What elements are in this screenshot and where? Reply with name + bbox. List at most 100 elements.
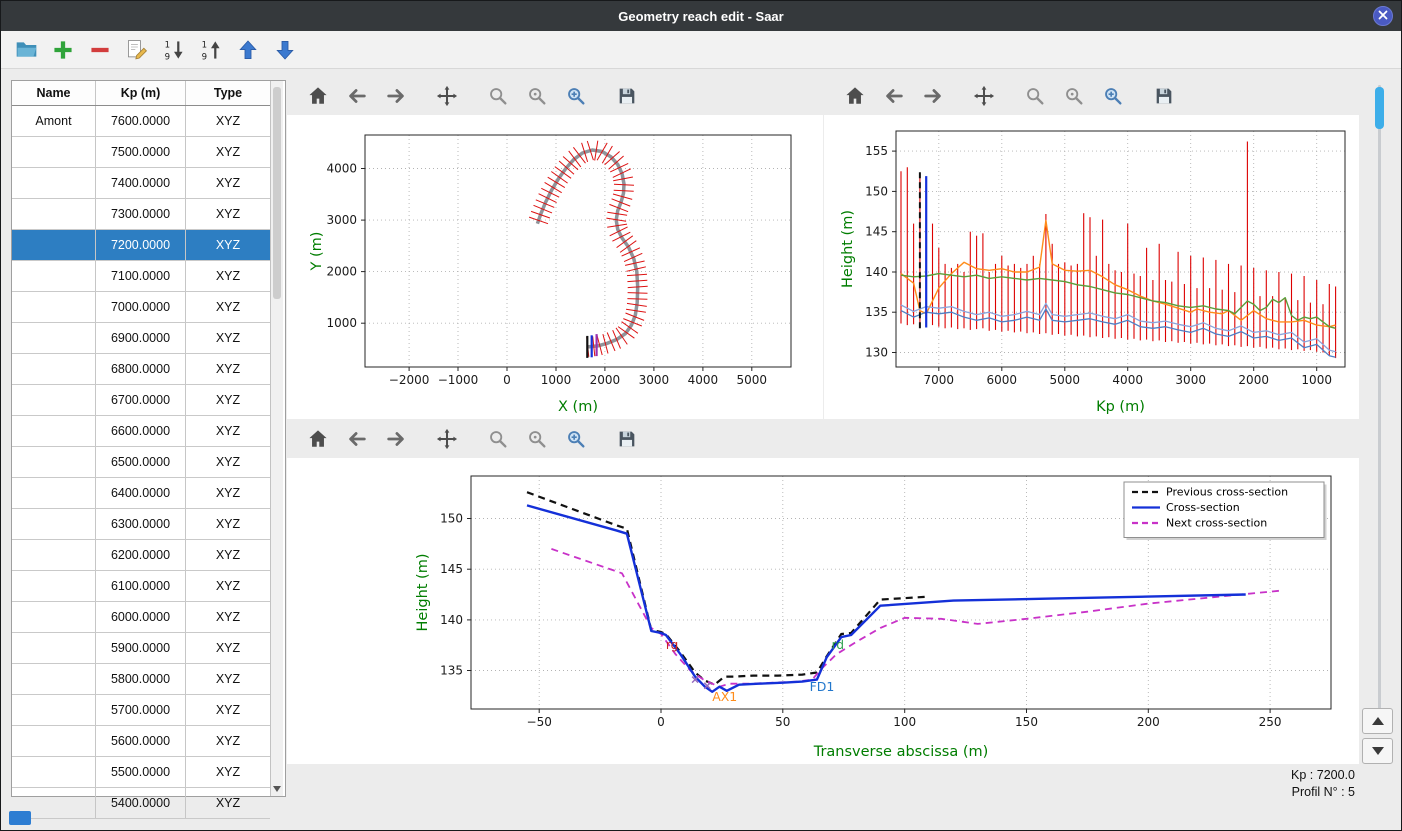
move-down-button[interactable] [270, 35, 300, 65]
table-row[interactable]: 6400.0000 XYZ [12, 478, 270, 509]
profile-forward-button[interactable] [918, 83, 948, 111]
cell-name[interactable] [12, 757, 96, 787]
plan-forward-button[interactable] [381, 83, 411, 111]
profile-zoom-rect-button[interactable] [1098, 83, 1128, 111]
cell-kp[interactable]: 6700.0000 [96, 385, 186, 415]
add-button[interactable] [48, 35, 78, 65]
header-name[interactable]: Name [12, 81, 96, 105]
cell-type[interactable]: XYZ [215, 486, 241, 500]
table-row[interactable]: 5700.0000 XYZ [12, 695, 270, 726]
table-row[interactable]: 6800.0000 XYZ [12, 354, 270, 385]
edit-button[interactable] [122, 35, 152, 65]
cell-type[interactable]: XYZ [215, 610, 241, 624]
table-row[interactable]: 5400.0000 XYZ [12, 788, 270, 819]
cell-name[interactable] [12, 292, 96, 322]
cell-kp[interactable]: 7600.0000 [96, 106, 186, 136]
table-row[interactable]: 7500.0000 XYZ [12, 137, 270, 168]
cell-name[interactable] [12, 571, 96, 601]
cell-type[interactable]: XYZ [215, 207, 241, 221]
cell-name[interactable] [12, 788, 96, 818]
cell-type[interactable]: XYZ [215, 641, 241, 655]
table-row[interactable]: 7100.0000 XYZ [12, 261, 270, 292]
table-scrollbar-down-button[interactable] [271, 782, 283, 796]
table-scrollbar-thumb[interactable] [273, 87, 281, 299]
cell-kp[interactable]: 5600.0000 [96, 726, 186, 756]
profile-home-button[interactable] [840, 83, 870, 111]
cell-kp[interactable]: 5900.0000 [96, 633, 186, 663]
cell-type[interactable]: XYZ [215, 703, 241, 717]
table-row[interactable]: 6200.0000 XYZ [12, 540, 270, 571]
cell-kp[interactable]: 6100.0000 [96, 571, 186, 601]
cell-type[interactable]: XYZ [215, 734, 241, 748]
cell-name[interactable] [12, 323, 96, 353]
cell-name[interactable] [12, 695, 96, 725]
profile-zoom-button[interactable] [1020, 83, 1050, 111]
cell-kp[interactable]: 6500.0000 [96, 447, 186, 477]
right-vertical-scrollbar[interactable] [1375, 85, 1384, 711]
cross-pan-button[interactable] [432, 426, 462, 454]
cell-kp[interactable]: 6200.0000 [96, 540, 186, 570]
cell-kp[interactable]: 6300.0000 [96, 509, 186, 539]
profile-save-button[interactable] [1149, 83, 1179, 111]
cell-name[interactable] [12, 478, 96, 508]
cell-type[interactable]: XYZ [215, 362, 241, 376]
move-up-button[interactable] [233, 35, 263, 65]
cell-kp[interactable]: 7300.0000 [96, 199, 186, 229]
cell-type[interactable]: XYZ [215, 331, 241, 345]
cell-type[interactable]: XYZ [215, 455, 241, 469]
cell-name[interactable] [12, 385, 96, 415]
cell-kp[interactable]: 6600.0000 [96, 416, 186, 446]
plan-home-button[interactable] [303, 83, 333, 111]
plan-pan-button[interactable] [432, 83, 462, 111]
table-row[interactable]: 6600.0000 XYZ [12, 416, 270, 447]
cross-section-canvas[interactable]: −50 0 50 100 150 200 250 135 140 145 150 Transverse… [287, 458, 1359, 764]
cell-kp[interactable]: 5700.0000 [96, 695, 186, 725]
cell-kp[interactable]: 5500.0000 [96, 757, 186, 787]
cell-type[interactable]: XYZ [215, 238, 241, 252]
cell-name[interactable] [12, 416, 96, 446]
cell-kp[interactable]: 5400.0000 [96, 788, 186, 818]
table-row[interactable]: 7300.0000 XYZ [12, 199, 270, 230]
cell-type[interactable]: XYZ [215, 114, 241, 128]
cell-kp[interactable]: 7400.0000 [96, 168, 186, 198]
cell-type[interactable]: XYZ [215, 548, 241, 562]
table-vertical-scrollbar[interactable] [270, 81, 283, 796]
cell-type[interactable]: XYZ [215, 672, 241, 686]
cell-type[interactable]: XYZ [215, 393, 241, 407]
profile-configure-button[interactable] [1059, 83, 1089, 111]
cell-type[interactable]: XYZ [215, 424, 241, 438]
table-row[interactable]: Amont 7600.0000 XYZ [12, 106, 270, 137]
cell-name[interactable] [12, 633, 96, 663]
cell-name[interactable] [12, 602, 96, 632]
table-row[interactable]: 7200.0000 XYZ [12, 230, 270, 261]
cell-name[interactable] [12, 199, 96, 229]
header-type[interactable]: Type [213, 86, 243, 100]
plan-save-button[interactable] [612, 83, 642, 111]
table-row[interactable]: 7400.0000 XYZ [12, 168, 270, 199]
profile-down-button[interactable] [1362, 738, 1393, 764]
profile-back-button[interactable] [879, 83, 909, 111]
cell-type[interactable]: XYZ [215, 269, 241, 283]
table-row[interactable]: 6500.0000 XYZ [12, 447, 270, 478]
cell-kp[interactable]: 7000.0000 [96, 292, 186, 322]
cell-type[interactable]: XYZ [215, 176, 241, 190]
close-button[interactable] [1373, 6, 1393, 26]
table-row[interactable]: 6300.0000 XYZ [12, 509, 270, 540]
cell-name[interactable] [12, 354, 96, 384]
cell-name[interactable] [12, 137, 96, 167]
header-kp[interactable]: Kp (m) [96, 81, 186, 105]
cross-zoom-button[interactable] [483, 426, 513, 454]
table-row[interactable]: 5600.0000 XYZ [12, 726, 270, 757]
plan-back-button[interactable] [342, 83, 372, 111]
cell-type[interactable]: XYZ [215, 145, 241, 159]
table-row[interactable]: 6700.0000 XYZ [12, 385, 270, 416]
scrollbar-handle[interactable] [1375, 87, 1384, 129]
open-button[interactable] [11, 35, 41, 65]
table-row[interactable]: 6000.0000 XYZ [12, 602, 270, 633]
cell-kp[interactable]: 7100.0000 [96, 261, 186, 291]
table-row[interactable]: 7000.0000 XYZ [12, 292, 270, 323]
table-row[interactable]: 5900.0000 XYZ [12, 633, 270, 664]
cell-name[interactable] [12, 540, 96, 570]
profile-up-button[interactable] [1362, 708, 1393, 734]
